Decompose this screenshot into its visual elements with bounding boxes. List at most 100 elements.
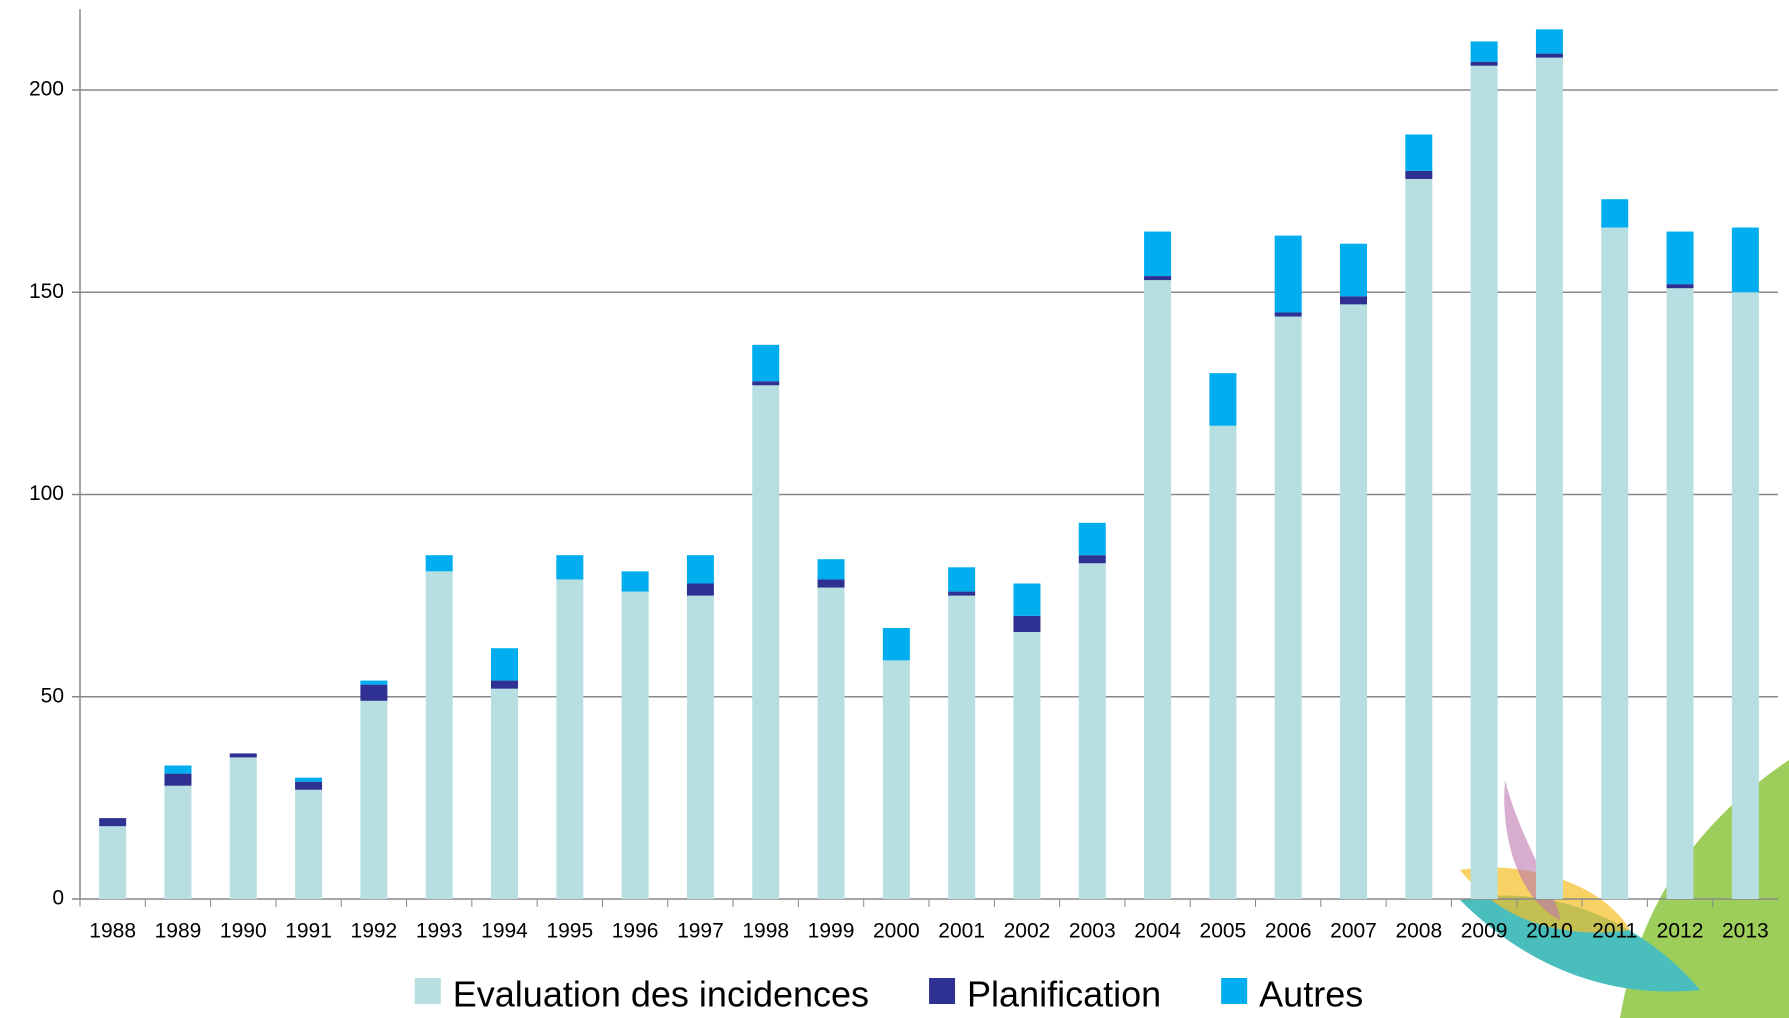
y-tick-label: 200 xyxy=(29,78,64,101)
bar-segment xyxy=(556,555,583,579)
x-tick-label: 1999 xyxy=(808,920,855,943)
x-tick-label: 1994 xyxy=(481,920,528,943)
x-tick-label: 1993 xyxy=(416,920,463,943)
bar-segment xyxy=(622,592,649,899)
bar-segment xyxy=(1013,583,1040,615)
x-tick-label: 2012 xyxy=(1657,920,1704,943)
bar-segment xyxy=(818,559,845,579)
bar-segment xyxy=(360,701,387,899)
y-tick-label: 100 xyxy=(29,482,64,505)
bar-segment xyxy=(1536,54,1563,58)
bar-segment xyxy=(1079,555,1106,563)
bar-segment xyxy=(1144,280,1171,899)
legend-label: Autres xyxy=(1259,974,1363,1015)
bar-segment xyxy=(491,689,518,899)
x-tick-label: 2007 xyxy=(1330,920,1377,943)
x-tick-label: 2010 xyxy=(1526,920,1573,943)
bar-segment xyxy=(883,628,910,660)
x-tick-label: 1992 xyxy=(351,920,398,943)
bar-segment xyxy=(164,766,191,774)
bar-segment xyxy=(948,596,975,899)
bar-segment xyxy=(295,778,322,782)
x-tick-label: 2002 xyxy=(1004,920,1051,943)
x-tick-label: 1988 xyxy=(89,920,136,943)
bar-segment xyxy=(1079,563,1106,899)
x-tick-label: 1997 xyxy=(677,920,724,943)
bar-segment xyxy=(752,385,779,899)
bar-segment xyxy=(1209,373,1236,426)
bar-segment xyxy=(1275,236,1302,313)
x-tick-label: 2009 xyxy=(1461,920,1508,943)
bar-segment xyxy=(99,826,126,899)
bar-segment xyxy=(1667,288,1694,899)
bar-segment xyxy=(99,818,126,826)
bar-segment xyxy=(491,681,518,689)
bar-segment xyxy=(1405,134,1432,170)
x-tick-label: 2005 xyxy=(1200,920,1247,943)
bar-segment xyxy=(818,579,845,587)
x-tick-label: 2000 xyxy=(873,920,920,943)
x-tick-label: 2004 xyxy=(1134,920,1181,943)
y-tick-label: 150 xyxy=(29,280,64,303)
bar-segment xyxy=(948,592,975,596)
bar-segment xyxy=(230,757,257,899)
bar-segment xyxy=(752,345,779,381)
x-tick-label: 2003 xyxy=(1069,920,1116,943)
bar-segment xyxy=(948,567,975,591)
bar-segment xyxy=(687,555,714,583)
legend-swatch xyxy=(415,978,441,1004)
legend-label: Planification xyxy=(967,974,1161,1015)
bar-segment xyxy=(1471,41,1498,61)
bar-segment xyxy=(1471,66,1498,899)
bar-segment xyxy=(687,596,714,899)
bar-segment xyxy=(1340,304,1367,899)
bar-segment xyxy=(1013,632,1040,899)
x-tick-label: 1990 xyxy=(220,920,267,943)
bar-segment xyxy=(1275,317,1302,899)
bar-segment xyxy=(556,579,583,899)
bar-segment xyxy=(360,681,387,685)
x-tick-label: 1991 xyxy=(285,920,332,943)
x-tick-label: 2013 xyxy=(1722,920,1769,943)
x-tick-label: 2006 xyxy=(1265,920,1312,943)
bar-segment xyxy=(491,648,518,680)
legend-label: Evaluation des incidences xyxy=(453,974,869,1015)
x-tick-label: 1996 xyxy=(612,920,659,943)
bar-segment xyxy=(1471,62,1498,66)
bar-segment xyxy=(1209,426,1236,899)
bar-segment xyxy=(1013,616,1040,632)
bar-segment xyxy=(426,555,453,571)
bar-segment xyxy=(164,786,191,899)
bar-segment xyxy=(1405,171,1432,179)
bar-segment xyxy=(687,583,714,595)
bar-segment xyxy=(883,660,910,899)
bar-segment xyxy=(360,685,387,701)
bar-segment xyxy=(1732,228,1759,293)
x-tick-label: 2001 xyxy=(938,920,985,943)
bar-segment xyxy=(295,782,322,790)
x-tick-label: 2011 xyxy=(1592,920,1637,943)
bar-segment xyxy=(1732,292,1759,899)
bar-segment xyxy=(752,381,779,385)
bar-segment xyxy=(1144,276,1171,280)
bar-segment xyxy=(1405,179,1432,899)
bar-segment xyxy=(1340,244,1367,297)
bar-segment xyxy=(1144,232,1171,276)
chart: 0 50 100 150 200 1988 1989 1990 1991 1992 1993 1994… xyxy=(0,0,1789,1018)
x-tick-label: 2008 xyxy=(1395,920,1442,943)
bar-segment xyxy=(1536,29,1563,53)
bar-segment xyxy=(164,774,191,786)
bar-segment xyxy=(1601,199,1628,227)
x-tick-label: 1998 xyxy=(742,920,789,943)
bar-segment xyxy=(1275,312,1302,316)
bar-segment xyxy=(1601,228,1628,899)
legend-swatch xyxy=(929,978,955,1004)
bar-segment xyxy=(1536,58,1563,899)
bar-segment xyxy=(818,588,845,899)
y-tick-label: 50 xyxy=(41,684,64,707)
bar-segment xyxy=(295,790,322,899)
bar-segment xyxy=(1667,284,1694,288)
y-tick-label: 0 xyxy=(52,887,64,910)
bar-segment xyxy=(426,571,453,899)
x-tick-label: 1989 xyxy=(155,920,202,943)
